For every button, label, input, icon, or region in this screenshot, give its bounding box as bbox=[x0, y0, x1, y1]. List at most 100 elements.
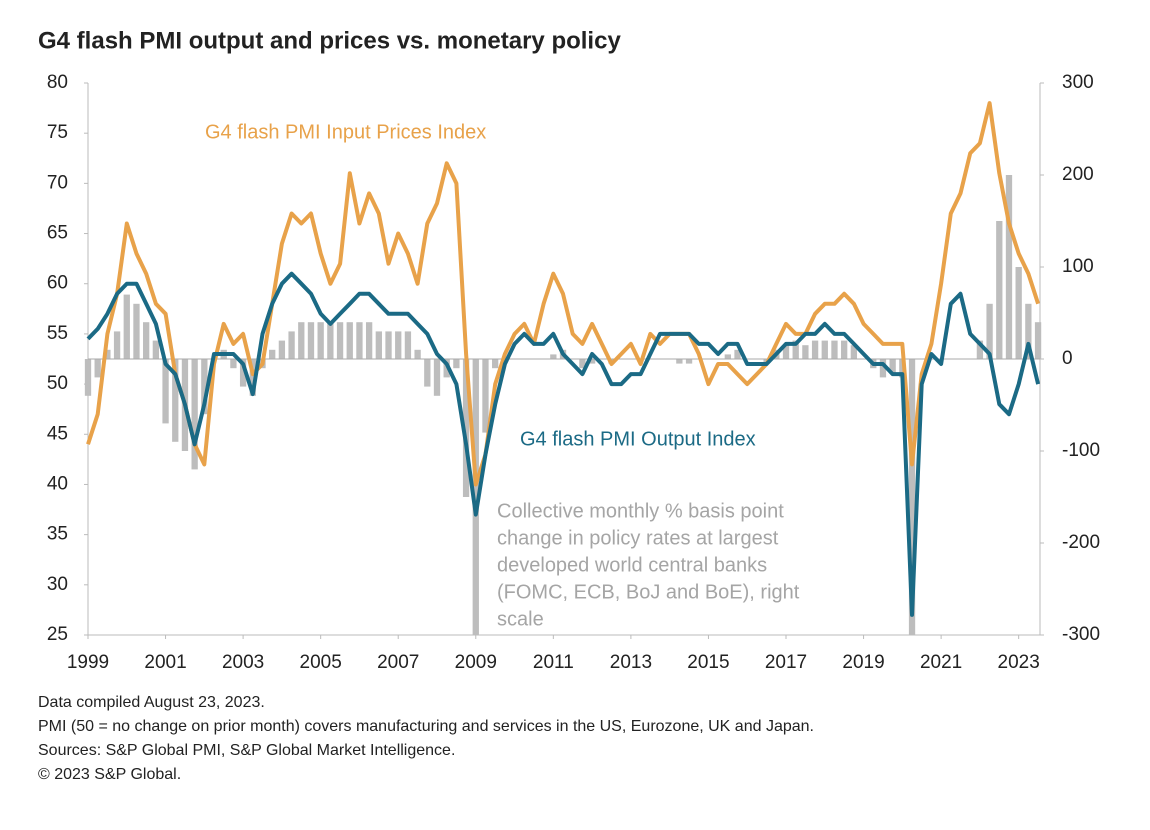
bar bbox=[307, 322, 315, 359]
x-tick-label: 2009 bbox=[455, 652, 497, 673]
bar bbox=[104, 349, 111, 359]
bar bbox=[152, 340, 160, 359]
bar bbox=[336, 322, 344, 359]
bar bbox=[94, 359, 101, 378]
bar bbox=[249, 359, 256, 396]
bar bbox=[734, 349, 741, 359]
bar bbox=[395, 331, 402, 359]
chart-title: G4 flash PMI output and prices vs. monet… bbox=[38, 27, 621, 54]
bar bbox=[986, 303, 993, 359]
x-tick-label: 1999 bbox=[67, 652, 109, 673]
bar bbox=[269, 349, 276, 359]
y-tick-label: 25 bbox=[47, 624, 68, 645]
y2-tick-label: 0 bbox=[1062, 348, 1073, 369]
bar bbox=[404, 331, 412, 359]
bar bbox=[1025, 303, 1032, 359]
x-tick-label: 2019 bbox=[842, 652, 884, 673]
bar bbox=[385, 331, 392, 359]
bar bbox=[123, 294, 130, 359]
x-tick-label: 2005 bbox=[300, 652, 342, 673]
annotation: Collective monthly % basis point bbox=[497, 500, 784, 522]
bar bbox=[133, 303, 140, 359]
bar bbox=[676, 359, 683, 364]
bar bbox=[346, 322, 353, 359]
bar bbox=[802, 345, 809, 359]
series-label: G4 flash PMI Output Index bbox=[520, 428, 756, 450]
bar bbox=[424, 359, 431, 387]
y2-tick-label: 100 bbox=[1062, 256, 1094, 277]
bar bbox=[1034, 322, 1042, 359]
y-tick-label: 50 bbox=[47, 373, 68, 394]
note: © 2023 S&P Global. bbox=[38, 766, 181, 783]
bar bbox=[724, 354, 731, 359]
annotation: change in policy rates at largest bbox=[497, 527, 779, 549]
bar bbox=[792, 340, 799, 359]
x-tick-label: 2013 bbox=[610, 652, 652, 673]
y-tick-label: 40 bbox=[47, 473, 68, 494]
y-tick-label: 55 bbox=[47, 323, 68, 344]
bar bbox=[172, 359, 179, 442]
y2-tick-label: 200 bbox=[1062, 164, 1094, 185]
bar bbox=[201, 359, 208, 415]
bar bbox=[278, 340, 286, 359]
bar bbox=[841, 340, 848, 359]
bar bbox=[84, 359, 92, 396]
y-tick-label: 70 bbox=[47, 172, 68, 193]
annotation: scale bbox=[497, 608, 544, 630]
bar bbox=[879, 359, 887, 378]
bar bbox=[579, 359, 586, 369]
bar bbox=[356, 322, 363, 359]
bar bbox=[288, 331, 295, 359]
x-tick-label: 2007 bbox=[377, 652, 419, 673]
bar bbox=[191, 359, 198, 470]
y-tick-label: 75 bbox=[47, 122, 68, 143]
line bbox=[86, 101, 1041, 487]
bar bbox=[782, 345, 790, 359]
y-tick-label: 60 bbox=[47, 273, 68, 294]
bar bbox=[143, 322, 150, 359]
x-tick-label: 2015 bbox=[687, 652, 729, 673]
x-tick-label: 2021 bbox=[920, 652, 962, 673]
bar bbox=[976, 340, 984, 359]
bar bbox=[113, 331, 121, 359]
y-tick-label: 45 bbox=[47, 423, 68, 444]
y-tick-label: 65 bbox=[47, 223, 68, 244]
bar bbox=[317, 322, 324, 359]
series-label: G4 flash PMI Input Prices Index bbox=[205, 121, 486, 143]
x-tick-label: 2017 bbox=[765, 652, 807, 673]
x-tick-label: 2023 bbox=[998, 652, 1040, 673]
bar bbox=[472, 359, 479, 635]
y-tick-label: 35 bbox=[47, 524, 68, 545]
y2-tick-label: 300 bbox=[1062, 72, 1094, 93]
bar bbox=[492, 359, 499, 369]
x-tick-label: 2003 bbox=[222, 652, 264, 673]
note: Data compiled August 23, 2023. bbox=[38, 694, 265, 711]
bar bbox=[298, 322, 305, 359]
bar bbox=[365, 322, 373, 359]
bar bbox=[482, 359, 489, 433]
bar bbox=[908, 359, 916, 635]
x-tick-label: 2011 bbox=[533, 652, 574, 673]
bar bbox=[588, 359, 596, 364]
bar bbox=[821, 340, 828, 359]
note: Sources: S&P Global PMI, S&P Global Mark… bbox=[38, 742, 455, 759]
bar bbox=[850, 345, 858, 359]
bar bbox=[230, 359, 237, 369]
annotation: developed world central banks bbox=[497, 554, 767, 576]
x-tick-label: 2001 bbox=[144, 652, 186, 673]
bar bbox=[1005, 175, 1013, 359]
bar bbox=[811, 340, 819, 359]
bar bbox=[327, 322, 334, 359]
y-tick-label: 80 bbox=[47, 72, 68, 93]
bar bbox=[889, 359, 896, 373]
bar bbox=[433, 359, 441, 396]
bar bbox=[685, 359, 693, 364]
bar bbox=[375, 331, 382, 359]
y2-tick-label: -300 bbox=[1062, 624, 1100, 645]
bar bbox=[1015, 267, 1022, 359]
bar bbox=[996, 221, 1003, 359]
bar bbox=[462, 359, 470, 497]
y-tick-label: 30 bbox=[47, 574, 68, 595]
bar bbox=[831, 340, 838, 359]
